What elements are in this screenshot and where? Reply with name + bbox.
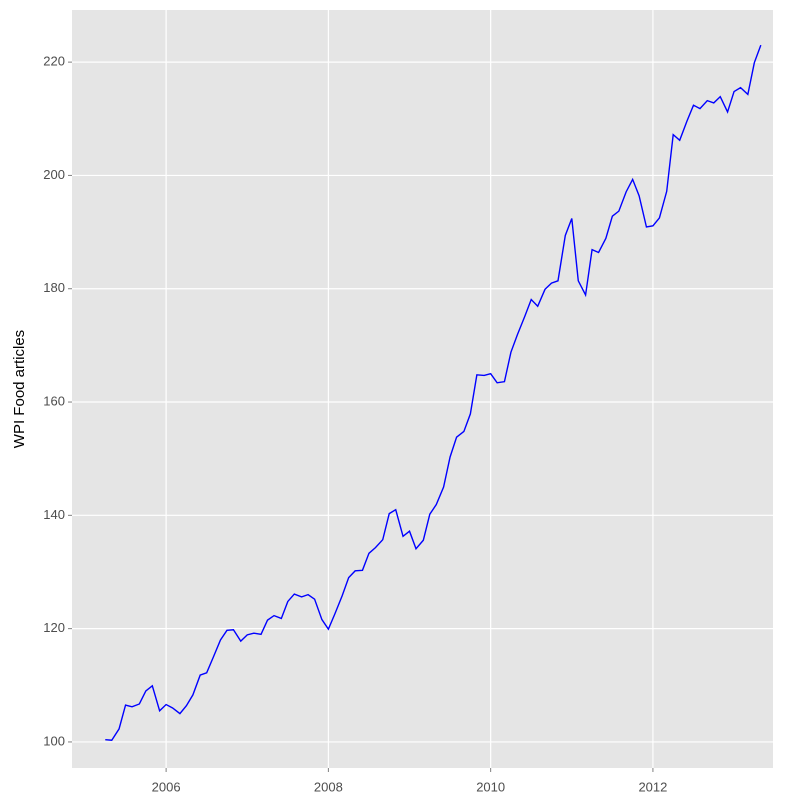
y-tick-label: 120: [43, 620, 65, 635]
y-tick-label: 220: [43, 54, 65, 69]
data-line: [105, 44, 762, 741]
y-tick-label: 180: [43, 280, 65, 295]
x-tick-label: 2012: [638, 779, 667, 794]
y-tick-label: 200: [43, 167, 65, 182]
y-axis-title: WPI Food articles: [11, 330, 28, 448]
y-tick-label: 140: [43, 507, 65, 522]
x-tick-label: 2010: [476, 779, 505, 794]
x-tick-label: 2006: [152, 779, 181, 794]
y-tick-label: 160: [43, 393, 65, 408]
panel: [72, 10, 773, 768]
x-tick-label: 2008: [314, 779, 343, 794]
y-tick-label: 100: [43, 733, 65, 748]
